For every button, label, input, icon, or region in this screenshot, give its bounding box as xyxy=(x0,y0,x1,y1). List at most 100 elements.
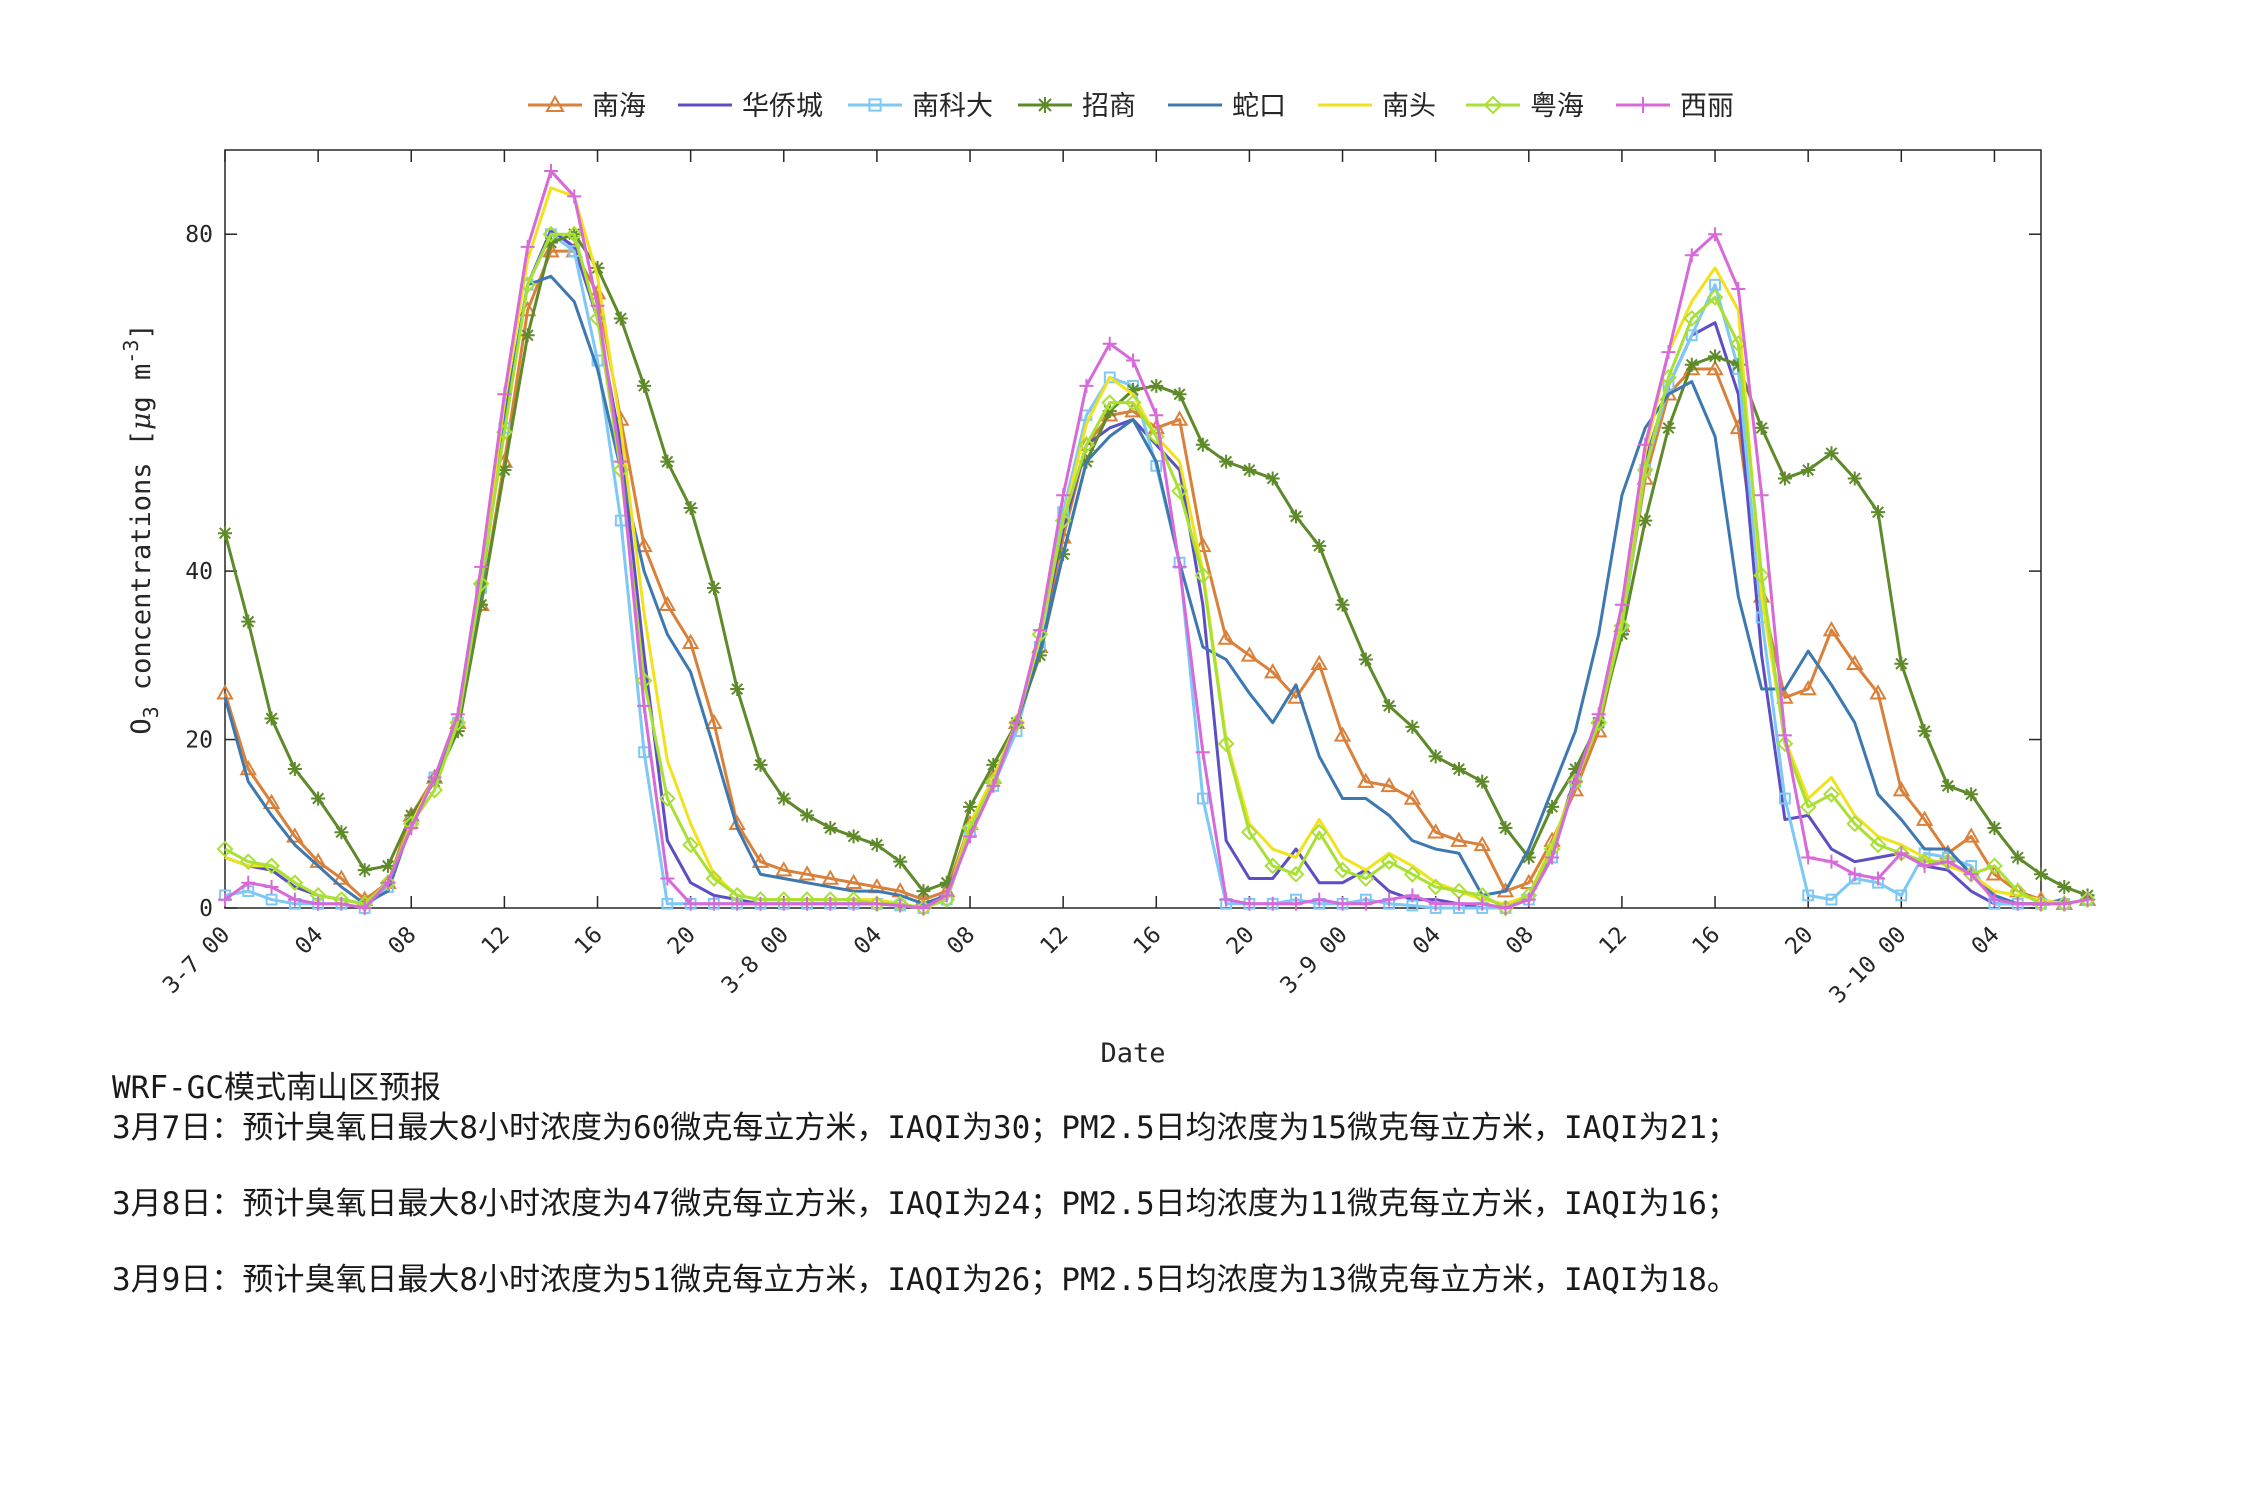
data-point xyxy=(1149,408,1164,423)
data-point xyxy=(1684,248,1699,263)
data-point xyxy=(1521,850,1536,865)
data-point xyxy=(1917,858,1932,873)
data-point xyxy=(1483,95,1503,115)
data-point xyxy=(1871,505,1886,520)
x-tick-label: 16 xyxy=(1687,922,1725,960)
legend-entry: 南科大 xyxy=(848,91,993,122)
data-point xyxy=(264,879,279,894)
data-point xyxy=(543,235,558,250)
x-tick-label: 3-7 00 xyxy=(158,922,235,999)
data-point xyxy=(1102,404,1117,419)
data-point xyxy=(916,884,931,899)
data-point xyxy=(1475,774,1490,789)
y-label-main: O xyxy=(126,718,157,734)
data-point xyxy=(1591,707,1606,722)
data-point xyxy=(543,164,558,179)
legend-entry: 西丽 xyxy=(1616,91,1734,122)
data-point xyxy=(1754,420,1769,435)
data-point xyxy=(427,770,442,785)
data-point xyxy=(658,595,677,612)
data-point xyxy=(1196,792,1209,805)
data-point xyxy=(1037,97,1053,113)
data-point xyxy=(1335,597,1350,612)
data-point xyxy=(1964,787,1979,802)
data-point xyxy=(287,892,302,907)
data-point xyxy=(1614,627,1629,642)
series-line xyxy=(223,274,2065,906)
notes-title: WRF-GC模式南山区预报 xyxy=(112,1070,441,1106)
x-tick-label: 20 xyxy=(1222,922,1260,960)
data-point xyxy=(1101,394,1119,412)
y-label-close: ] xyxy=(126,323,157,339)
data-point xyxy=(1195,745,1210,760)
x-tick-label: 08 xyxy=(384,922,422,960)
data-point xyxy=(1638,437,1653,452)
legend-label: 蛇口 xyxy=(1232,91,1286,122)
data-point xyxy=(751,852,770,868)
x-tick-label: 3-8 00 xyxy=(717,922,794,999)
x-tick-label: 04 xyxy=(1967,922,2005,960)
data-point xyxy=(1635,97,1651,113)
data-point xyxy=(2034,896,2048,911)
ozone-forecast-chart: 南海 华侨城 南科大 招商 蛇口 南头 粤海 西丽 0 20 40 80 3-7 00 04 08 12 1… xyxy=(119,91,2097,1069)
data-point xyxy=(658,790,676,807)
data-point xyxy=(1777,471,1792,486)
data-point xyxy=(1357,870,1375,887)
data-point xyxy=(1428,896,1443,911)
data-point xyxy=(1661,420,1676,435)
data-point xyxy=(334,896,349,911)
data-point xyxy=(893,854,908,869)
data-point xyxy=(1172,559,1187,574)
y-label-mu: μ xyxy=(126,412,157,430)
data-point xyxy=(1242,896,1257,911)
data-point xyxy=(869,837,884,852)
data-point xyxy=(916,901,931,915)
data-point xyxy=(450,707,465,722)
data-point xyxy=(1194,566,1212,584)
legend-entry: 招商 xyxy=(1018,91,1136,122)
x-tick-label: 08 xyxy=(1501,922,1539,960)
data-point xyxy=(1312,892,1327,907)
data-point xyxy=(1708,349,1723,364)
data-point xyxy=(1986,857,2003,875)
data-point xyxy=(1638,513,1653,528)
data-point xyxy=(1964,867,1979,882)
data-point xyxy=(241,875,256,890)
data-point xyxy=(520,239,535,254)
data-point xyxy=(986,778,1001,793)
data-point xyxy=(613,454,628,469)
data-point xyxy=(800,808,815,823)
data-point xyxy=(635,672,653,690)
data-point xyxy=(542,242,560,258)
data-point xyxy=(263,857,280,875)
data-point xyxy=(1333,726,1352,742)
data-point xyxy=(2010,850,2025,865)
data-point xyxy=(1568,762,1583,777)
data-point xyxy=(1962,827,1980,843)
data-point xyxy=(1846,654,1864,671)
series-line xyxy=(224,232,2088,910)
data-point xyxy=(939,888,954,903)
data-point xyxy=(637,698,652,713)
data-point xyxy=(800,896,815,911)
data-point xyxy=(706,580,721,595)
data-point xyxy=(311,791,326,806)
data-point xyxy=(241,614,256,629)
data-point xyxy=(1240,823,1258,841)
data-point xyxy=(567,189,582,204)
y-label-unit: g m xyxy=(126,364,157,413)
data-point xyxy=(262,793,281,809)
data-point xyxy=(286,874,304,892)
data-point xyxy=(1078,436,1095,454)
data-point xyxy=(497,387,512,402)
data-point xyxy=(1915,810,1934,826)
data-point xyxy=(264,711,279,726)
data-point xyxy=(844,873,863,889)
x-tick-label: 3-9 00 xyxy=(1276,922,1353,999)
data-point xyxy=(1240,646,1259,662)
data-point xyxy=(683,896,698,911)
data-point xyxy=(1894,656,1909,671)
data-point xyxy=(776,791,791,806)
x-axis: 3-7 00 04 08 12 16 20 3-8 00 04 08 12 16 20 3-9 00 04… xyxy=(158,150,2005,1009)
data-point xyxy=(823,896,838,911)
